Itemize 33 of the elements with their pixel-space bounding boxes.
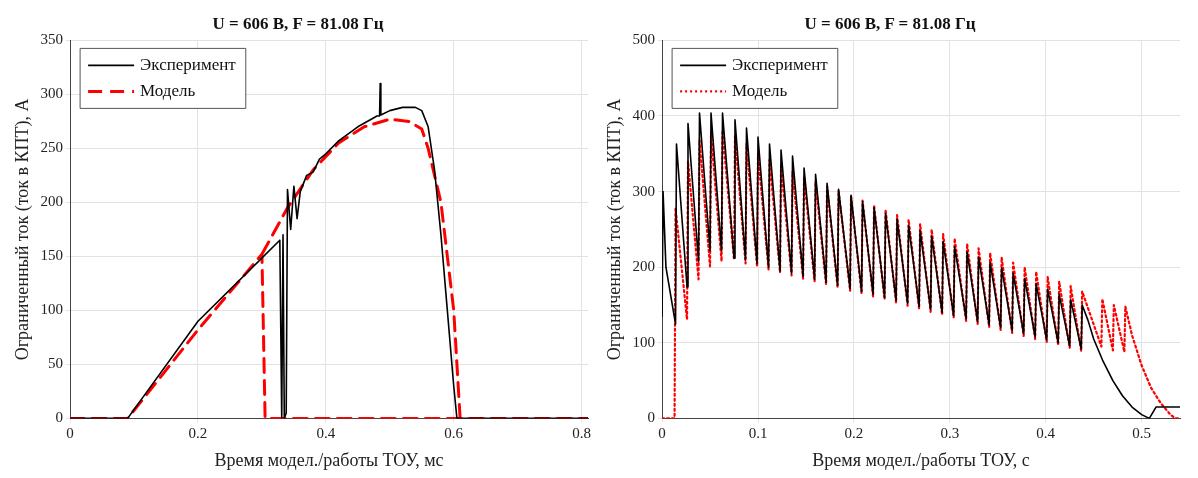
y-tick-label: 0: [647, 409, 656, 426]
x-tick-label: 0.2: [844, 425, 864, 442]
x-tick-label: 0.2: [188, 425, 208, 442]
y-tick-label: 150: [40, 247, 64, 264]
x-tick-label: 0.5: [1132, 425, 1152, 442]
y-tick-label: 100: [632, 333, 656, 350]
x-tick-label: 0.8: [572, 425, 591, 442]
y-tick-label: 200: [40, 193, 64, 210]
y-tick-label: 200: [632, 258, 656, 275]
y-tick-label: 300: [632, 182, 656, 199]
y-tick-label: 400: [632, 106, 656, 123]
y-tick-label: 0: [55, 409, 64, 426]
x-tick-label: 0.1: [748, 425, 768, 442]
x-axis-title: Время модел./работы ТОУ, мс: [214, 449, 444, 470]
x-tick-label: 0.4: [1036, 425, 1056, 442]
y-tick-label: 350: [40, 31, 64, 48]
legend-label: Модель: [140, 80, 196, 100]
y-tick-label: 100: [40, 301, 64, 318]
x-tick-label: 0.4: [316, 425, 336, 442]
y-tick-label: 300: [40, 85, 64, 102]
x-axis-title: Время модел./работы ТОУ, с: [812, 449, 1030, 470]
y-tick-label: 500: [632, 31, 656, 48]
chart-title: U = 606 В, F = 81.08 Гц: [804, 13, 976, 33]
y-axis-title: Ограниченный ток (ток в КПТ), А: [603, 98, 625, 361]
legend-label: Модель: [732, 80, 788, 100]
legend-label: Эксперимент: [732, 54, 829, 74]
chart-title: U = 606 В, F = 81.08 Гц: [212, 13, 384, 33]
legend-label: Эксперимент: [140, 54, 237, 74]
y-axis-title: Ограниченный ток (ток в КПТ), А: [11, 98, 33, 361]
x-tick-label: 0.3: [940, 425, 960, 442]
y-tick-label: 50: [48, 355, 64, 372]
x-tick-label: 0.6: [444, 425, 464, 442]
y-tick-label: 250: [40, 139, 64, 156]
